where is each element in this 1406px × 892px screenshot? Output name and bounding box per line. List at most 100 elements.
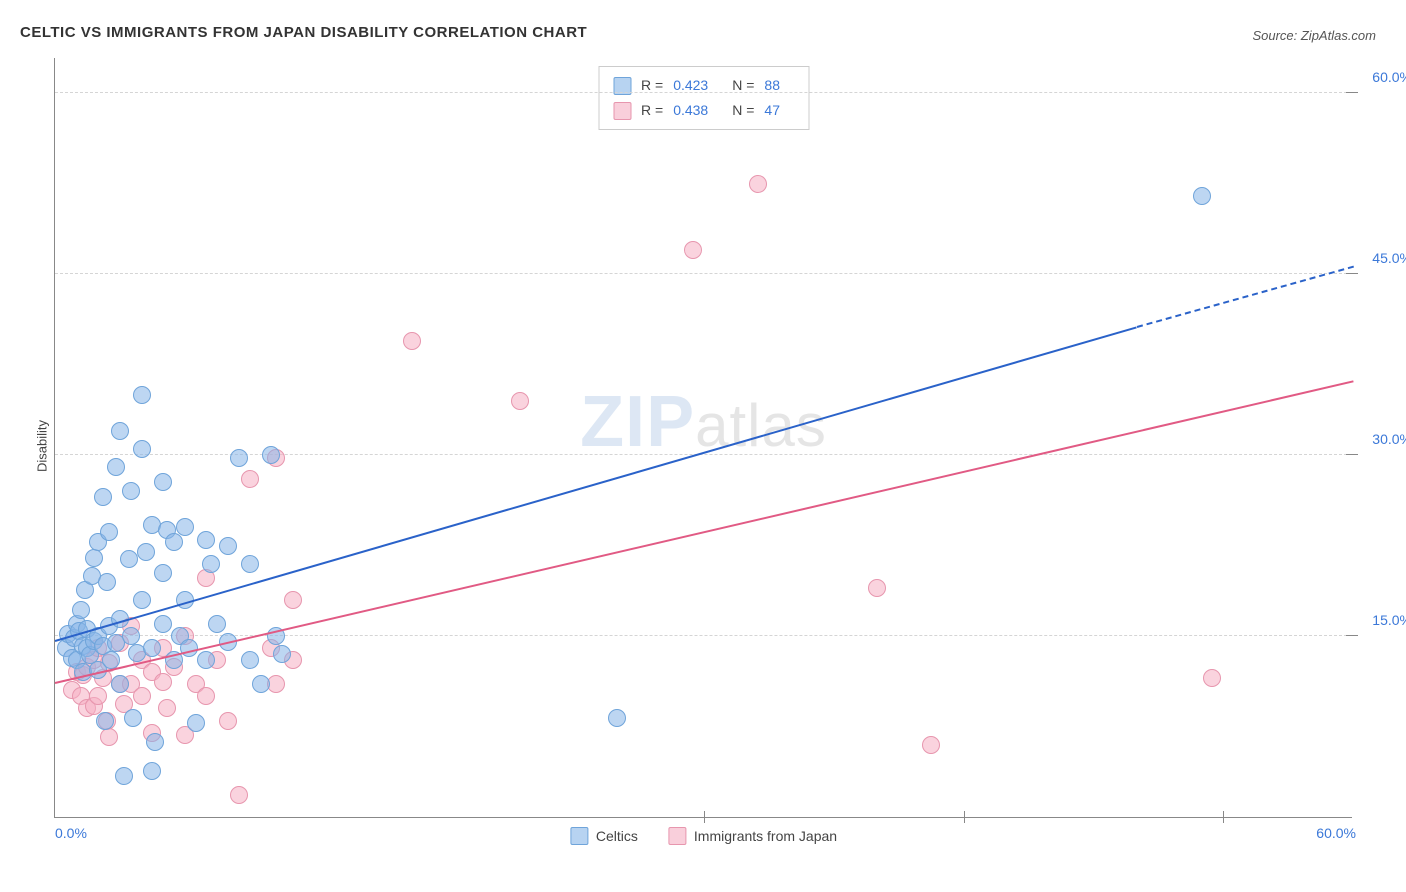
data-point [684,241,702,259]
data-point [111,675,129,693]
data-point [241,555,259,573]
gridline [55,273,1352,274]
series-legend: Celtics Immigrants from Japan [570,827,837,845]
tick-mark [1223,811,1224,823]
data-point [187,714,205,732]
chart-title: CELTIC VS IMMIGRANTS FROM JAPAN DISABILI… [20,24,587,41]
gridline [55,454,1352,455]
source-name: ZipAtlas.com [1301,28,1376,43]
data-point [1203,669,1221,687]
trend-line [1136,266,1353,328]
data-point [868,579,886,597]
source-prefix: Source: [1252,28,1300,43]
data-point [133,591,151,609]
data-point [143,639,161,657]
data-point [143,762,161,780]
data-point [219,712,237,730]
tick-mark [964,811,965,823]
legend-n-label: N = [732,98,754,123]
data-point [922,736,940,754]
data-point [137,543,155,561]
data-point [133,386,151,404]
source-attribution: Source: ZipAtlas.com [1252,28,1376,43]
trend-line [55,381,1353,685]
data-point [154,615,172,633]
x-axis-tick-max: 60.0% [1316,825,1356,841]
data-point [197,651,215,669]
legend-item: Celtics [570,827,638,845]
data-point [96,712,114,730]
watermark-main: ZIP [580,382,695,462]
data-point [511,392,529,410]
data-point [158,699,176,717]
data-point [202,555,220,573]
data-point [89,687,107,705]
data-point [85,549,103,567]
data-point [197,687,215,705]
scatter-chart: ZIPatlas R =0.423N =88R =0.438N =47 0.0%… [54,58,1352,818]
legend-r-value: 0.423 [673,73,708,98]
data-point [208,615,226,633]
legend-row: R = 0.423 N = 88 [613,73,794,98]
data-point [120,550,138,568]
legend-swatch [570,827,588,845]
legend-r-value: 0.438 [673,98,708,123]
data-point [262,446,280,464]
legend-series-label: Immigrants from Japan [694,828,837,844]
data-point [100,523,118,541]
data-point [72,601,90,619]
data-point [94,488,112,506]
data-point [98,573,116,591]
data-point [230,449,248,467]
data-point [230,786,248,804]
data-point [284,591,302,609]
y-axis-tick: 30.0% [1372,431,1406,447]
y-axis-tick: 15.0% [1372,612,1406,628]
data-point [115,767,133,785]
data-point [252,675,270,693]
correlation-legend: R = 0.423 N = 88 R = 0.438 N = 47 [598,66,809,130]
data-point [608,709,626,727]
tick-mark [704,811,705,823]
tick-mark [1346,273,1358,274]
data-point [133,687,151,705]
data-point [273,645,291,663]
x-axis-tick-min: 0.0% [55,825,87,841]
data-point [176,518,194,536]
legend-row: R = 0.438 N = 47 [613,98,794,123]
data-point [154,473,172,491]
data-point [241,651,259,669]
data-point [124,709,142,727]
legend-n-value: 47 [764,98,780,123]
tick-mark [1346,92,1358,93]
data-point [241,470,259,488]
data-point [122,627,140,645]
data-point [154,564,172,582]
data-point [122,482,140,500]
data-point [403,332,421,350]
data-point [146,733,164,751]
legend-swatch [613,102,631,120]
data-point [111,422,129,440]
tick-mark [1346,635,1358,636]
legend-r-label: R = [641,73,663,98]
legend-swatch [668,827,686,845]
data-point [100,728,118,746]
data-point [133,440,151,458]
legend-n-value: 88 [764,73,780,98]
data-point [197,531,215,549]
gridline [55,92,1352,93]
y-axis-label: Disability [35,420,50,472]
y-axis-tick: 45.0% [1372,250,1406,266]
y-axis-tick: 60.0% [1372,69,1406,85]
data-point [219,537,237,555]
legend-series-label: Celtics [596,828,638,844]
data-point [749,175,767,193]
trend-line [55,326,1137,642]
data-point [1193,187,1211,205]
data-point [107,458,125,476]
legend-item: Immigrants from Japan [668,827,837,845]
tick-mark [1346,454,1358,455]
legend-n-label: N = [732,73,754,98]
legend-r-label: R = [641,98,663,123]
